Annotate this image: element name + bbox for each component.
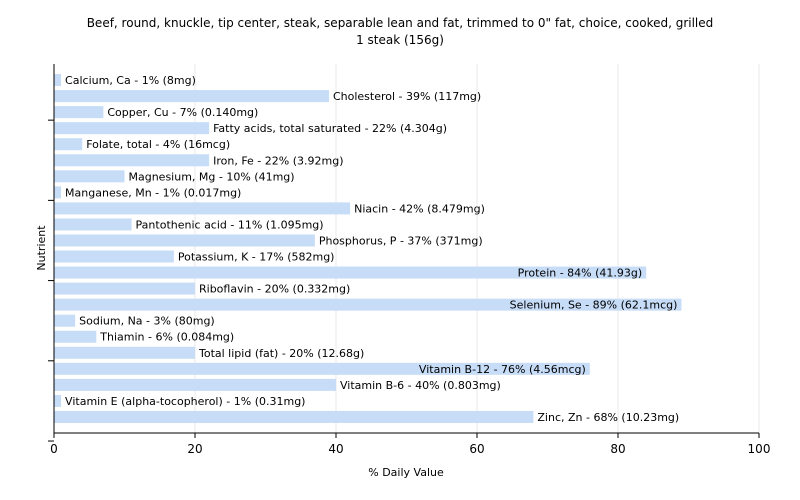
bar bbox=[54, 202, 351, 215]
bar-label: Niacin - 42% (8.479mg) bbox=[354, 202, 485, 215]
bar-label: Iron, Fe - 22% (3.92mg) bbox=[213, 154, 343, 167]
bar bbox=[54, 122, 210, 135]
bar-label: Magnesium, Mg - 10% (41mg) bbox=[129, 170, 295, 183]
axes: 0 20 40 60 80 100 bbox=[48, 64, 770, 456]
bar bbox=[54, 394, 62, 407]
bar-label: Pantothenic acid - 11% (1.095mg) bbox=[136, 218, 324, 231]
bars: Calcium, Ca - 1% (8mg) Cholesterol - 39% … bbox=[54, 74, 682, 424]
chart-title: Beef, round, knuckle, tip center, steak,… bbox=[87, 16, 714, 30]
x-tick-label: 20 bbox=[187, 442, 202, 456]
x-tick-label: 60 bbox=[469, 442, 484, 456]
y-axis-title: Nutrient bbox=[35, 225, 48, 271]
bar bbox=[54, 138, 83, 151]
bar bbox=[54, 266, 647, 279]
bar bbox=[54, 90, 329, 103]
bar bbox=[54, 282, 195, 295]
bar-label: Protein - 84% (41.93g) bbox=[518, 267, 643, 280]
x-tick-label: 80 bbox=[610, 442, 625, 456]
x-tick-label: 100 bbox=[748, 442, 771, 456]
bar bbox=[54, 234, 315, 247]
bar bbox=[54, 346, 195, 359]
bar-label: Fatty acids, total saturated - 22% (4.30… bbox=[213, 122, 447, 135]
bar-label: Copper, Cu - 7% (0.140mg) bbox=[107, 106, 258, 119]
x-tick-label: 0 bbox=[50, 442, 58, 456]
chart-subtitle: 1 steak (156g) bbox=[356, 33, 444, 47]
x-axis-title: % Daily Value bbox=[368, 466, 444, 479]
bar-label: Total lipid (fat) - 20% (12.68g) bbox=[198, 347, 364, 360]
bar bbox=[54, 74, 62, 87]
bar-label: Zinc, Zn - 68% (10.23mg) bbox=[537, 411, 679, 424]
bar bbox=[54, 218, 132, 231]
bar-label: Manganese, Mn - 1% (0.017mg) bbox=[65, 186, 241, 199]
bar-label: Vitamin B-12 - 76% (4.56mcg) bbox=[419, 363, 586, 376]
bar-label: Sodium, Na - 3% (80mg) bbox=[79, 315, 215, 328]
bar-label: Cholesterol - 39% (117mg) bbox=[333, 90, 481, 103]
bar bbox=[54, 410, 534, 423]
bar-label: Calcium, Ca - 1% (8mg) bbox=[65, 74, 196, 87]
bar-label: Vitamin E (alpha-tocopherol) - 1% (0.31m… bbox=[65, 395, 305, 408]
bar-label: Folate, total - 4% (16mcg) bbox=[86, 138, 230, 151]
bar bbox=[54, 106, 104, 119]
bar bbox=[54, 250, 174, 263]
bar bbox=[54, 170, 125, 183]
bar bbox=[54, 186, 62, 199]
plot-area bbox=[54, 64, 759, 433]
bar-label: Selenium, Se - 89% (62.1mcg) bbox=[510, 299, 678, 312]
bar-label: Vitamin B-6 - 40% (0.803mg) bbox=[340, 379, 501, 392]
bar bbox=[54, 314, 76, 327]
bar-label: Potassium, K - 17% (582mg) bbox=[178, 251, 335, 264]
bar bbox=[54, 330, 97, 343]
bar bbox=[54, 378, 336, 391]
bar bbox=[54, 154, 210, 167]
bar bbox=[54, 298, 682, 311]
bar-label: Riboflavin - 20% (0.332mg) bbox=[199, 283, 350, 296]
bar-label: Phosphorus, P - 37% (371mg) bbox=[319, 234, 483, 247]
x-tick-label: 40 bbox=[328, 442, 343, 456]
bar bbox=[54, 362, 590, 375]
bar-label: Thiamin - 6% (0.084mg) bbox=[99, 331, 234, 344]
